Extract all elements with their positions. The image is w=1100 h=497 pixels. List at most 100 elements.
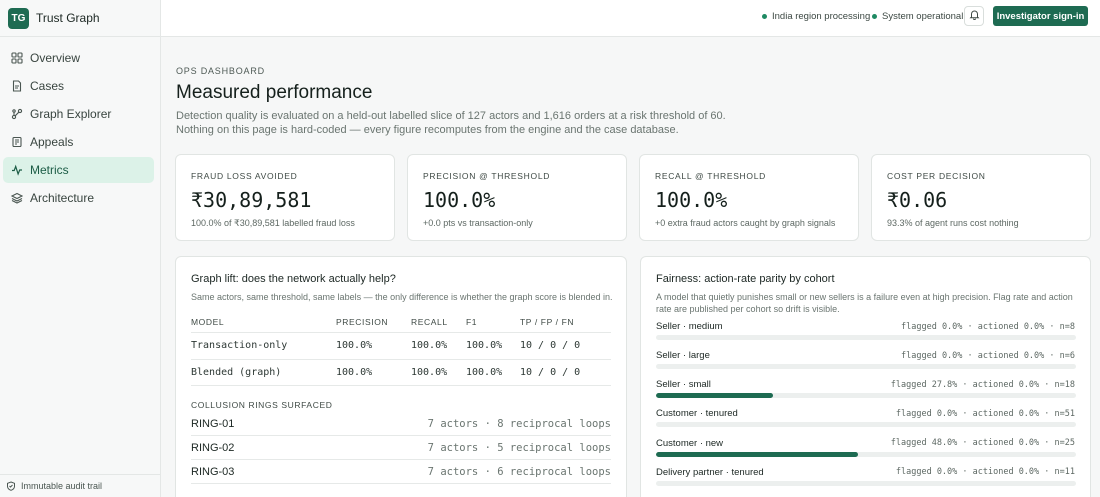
- kpi-subtext: +0 extra fraud actors caught by graph si…: [655, 218, 836, 228]
- cohort-flag-bar: [656, 364, 1076, 369]
- region-status: India region processing: [762, 11, 870, 22]
- pulse-icon: [10, 164, 23, 177]
- region-status-label: India region processing: [772, 11, 871, 22]
- cohort-flag-fill: [656, 393, 773, 398]
- cohort-flag-fill: [656, 452, 858, 457]
- cohort-stats: flagged 48.0% · actioned 0.0% · n=25: [890, 438, 1075, 448]
- notifications-button[interactable]: [964, 6, 984, 26]
- graph-lift-subtitle: Same actors, same threshold, same labels…: [191, 292, 613, 302]
- kpi-card-precision: PRECISION @ THRESHOLD 100.0% +0.0 pts vs…: [407, 154, 627, 241]
- kpi-value: 100.0%: [655, 188, 728, 212]
- brand-logo: TG: [8, 7, 29, 29]
- sidebar-item-metrics[interactable]: Metrics: [3, 157, 154, 183]
- document-icon: [10, 80, 23, 93]
- table-cell-confusion: 10 / 0 / 0: [520, 340, 581, 351]
- ring-detail: 7 actors · 6 reciprocal loops: [427, 466, 611, 478]
- column-header-precision: PRECISION: [336, 317, 389, 327]
- cohort-name: Seller · medium: [656, 321, 723, 332]
- grid-icon: [10, 52, 23, 65]
- brand-name: Trust Graph: [36, 11, 100, 25]
- sidebar-item-cases[interactable]: Cases: [3, 73, 154, 99]
- brand[interactable]: TG Trust Graph: [0, 0, 160, 37]
- table-cell-recall: 100.0%: [411, 367, 448, 378]
- ring-label[interactable]: RING-01: [191, 418, 235, 430]
- system-status-label: System operational: [882, 11, 964, 22]
- sidebar-item-label: Appeals: [30, 135, 74, 149]
- kpi-subtext: 93.3% of agent runs cost nothing: [887, 218, 1019, 228]
- graph-lift-card: Graph lift: does the network actually he…: [175, 256, 627, 497]
- cohort-stats: flagged 0.0% · actioned 0.0% · n=6: [901, 351, 1075, 361]
- table-cell-f1: 100.0%: [466, 340, 503, 351]
- sidebar-item-architecture[interactable]: Architecture: [3, 185, 154, 211]
- column-header-recall: RECALL: [411, 317, 448, 327]
- table-cell-model: Transaction-only: [191, 340, 288, 351]
- table-cell-recall: 100.0%: [411, 340, 448, 351]
- cohort-flag-bar: [656, 422, 1076, 427]
- kpi-label: RECALL @ THRESHOLD: [655, 171, 766, 181]
- cohort-name: Seller · large: [656, 350, 710, 361]
- sidebar-nav: Overview Cases Graph Explorer Appeals Me…: [0, 37, 160, 211]
- sidebar-item-overview[interactable]: Overview: [3, 45, 154, 71]
- sidebar-item-label: Overview: [30, 51, 81, 65]
- table-divider: [191, 332, 611, 333]
- cohort-name: Seller · small: [656, 379, 711, 390]
- list-divider: [191, 483, 611, 484]
- kpi-card-fraud-loss: FRAUD LOSS AVOIDED ₹30,89,581 100.0% of …: [175, 154, 395, 241]
- table-cell-confusion: 10 / 0 / 0: [520, 367, 581, 378]
- table-cell-model: Blended (graph): [191, 367, 282, 378]
- sidebar-item-graph-explorer[interactable]: Graph Explorer: [3, 101, 154, 127]
- kpi-value: 100.0%: [423, 188, 496, 212]
- cohort-name: Delivery partner · tenured: [656, 467, 764, 478]
- kpi-card-cost: COST PER DECISION ₹0.06 93.3% of agent r…: [871, 154, 1091, 241]
- ring-detail: 7 actors · 8 reciprocal loops: [427, 418, 611, 430]
- column-header-f1: F1: [466, 317, 478, 327]
- fairness-card: Fairness: action-rate parity by cohort A…: [640, 256, 1091, 497]
- column-header-model: MODEL: [191, 317, 225, 327]
- kpi-label: COST PER DECISION: [887, 171, 986, 181]
- kpi-value: ₹0.06: [887, 188, 948, 212]
- table-divider: [191, 385, 611, 386]
- cohort-name: Customer · tenured: [656, 408, 738, 419]
- system-status: System operational: [872, 11, 963, 22]
- fairness-title: Fairness: action-rate parity by cohort: [656, 273, 835, 285]
- cohort-flag-bar: [656, 481, 1076, 486]
- cohort-flag-bar: [656, 393, 1076, 398]
- kpi-value: ₹30,89,581: [191, 188, 312, 212]
- sidebar-item-label: Graph Explorer: [30, 107, 112, 121]
- appeal-icon: [10, 136, 23, 149]
- kpi-subtext: 100.0% of ₹30,89,581 labelled fraud loss: [191, 218, 355, 228]
- rings-heading: COLLUSION RINGS SURFACED: [191, 400, 333, 410]
- table-divider: [191, 359, 611, 360]
- ring-label[interactable]: RING-02: [191, 442, 235, 454]
- sidebar-item-label: Metrics: [30, 163, 69, 177]
- page-title: Measured performance: [176, 82, 373, 103]
- graph-icon: [10, 108, 23, 121]
- sidebar: TG Trust Graph Overview Cases Graph Expl…: [0, 0, 161, 497]
- list-divider: [191, 459, 611, 460]
- bell-icon: [968, 7, 980, 25]
- sidebar-item-label: Cases: [30, 79, 65, 93]
- cohort-name: Customer · new: [656, 438, 724, 449]
- page-description: Detection quality is evaluated on a held…: [176, 110, 726, 136]
- page-eyebrow: OPS DASHBOARD: [176, 66, 265, 76]
- sidebar-item-label: Architecture: [30, 191, 95, 205]
- cohort-stats: flagged 27.8% · actioned 0.0% · n=18: [890, 380, 1075, 390]
- graph-lift-title: Graph lift: does the network actually he…: [191, 273, 396, 285]
- shield-icon: [6, 481, 16, 491]
- top-header: India region processing System operation…: [161, 0, 1100, 37]
- cohort-stats: flagged 0.0% · actioned 0.0% · n=8: [901, 322, 1075, 332]
- ring-label[interactable]: RING-03: [191, 466, 235, 478]
- cohort-stats: flagged 0.0% · actioned 0.0% · n=11: [895, 467, 1075, 477]
- investigator-signin-button[interactable]: Investigator sign-in: [993, 6, 1088, 26]
- kpi-subtext: +0.0 pts vs transaction-only: [423, 218, 533, 228]
- status-dot-icon: [762, 14, 767, 19]
- table-cell-precision: 100.0%: [336, 367, 373, 378]
- cohort-flag-bar: [656, 452, 1076, 457]
- cohort-flag-bar: [656, 335, 1076, 340]
- column-header-tp-fp-fn: TP / FP / FN: [520, 317, 575, 327]
- sidebar-item-appeals[interactable]: Appeals: [3, 129, 154, 155]
- kpi-card-recall: RECALL @ THRESHOLD 100.0% +0 extra fraud…: [639, 154, 859, 241]
- cohort-stats: flagged 0.0% · actioned 0.0% · n=51: [895, 409, 1075, 419]
- audit-trail-footer: Immutable audit trail: [0, 474, 160, 497]
- audit-trail-label: Immutable audit trail: [21, 481, 103, 491]
